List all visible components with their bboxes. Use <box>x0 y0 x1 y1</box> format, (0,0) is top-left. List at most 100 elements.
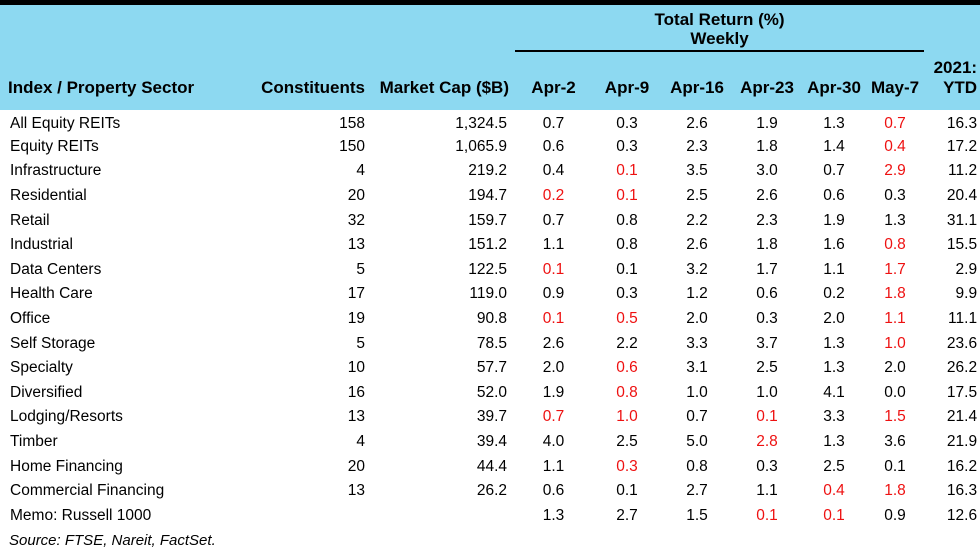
constituents-cell: 20 <box>347 457 365 475</box>
weekly-return-cell: 0.1 <box>542 260 565 278</box>
weekly-return-cell: 0.7 <box>686 408 708 426</box>
weekly-return-cell: 1.7 <box>884 260 906 278</box>
group-header-spacer-right <box>924 5 980 51</box>
weekly-return-cell: 2.0 <box>542 359 565 377</box>
market-cap-cell: 44.4 <box>476 457 507 475</box>
ytd-cell: 31.1 <box>946 211 978 229</box>
constituents-cell: 13 <box>347 236 365 254</box>
sector-cell: Retail <box>10 211 50 229</box>
weekly-return-cell: 3.0 <box>756 162 778 180</box>
sector-cell: Data Centers <box>10 260 102 278</box>
weekly-return-cell: 0.1 <box>616 260 638 278</box>
weekly-return-cell: 3.5 <box>686 162 708 180</box>
weekly-return-cell: 0.3 <box>884 187 906 205</box>
week-column-header-may7: May-7 <box>866 51 925 110</box>
weekly-return-cell: 2.2 <box>686 211 708 229</box>
sector-cell: Commercial Financing <box>10 482 165 500</box>
constituents-cell: 16 <box>347 383 365 401</box>
table-row: Specialty 10 57.7 2.0 0.6 3.1 2.5 1.3 2.… <box>0 356 980 381</box>
sector-cell: Lodging/Resorts <box>10 408 123 426</box>
table-row: Self Storage 5 78.5 2.6 2.2 3.3 3.7 1.3 … <box>0 331 980 356</box>
sector-cell: Equity REITs <box>10 137 99 155</box>
weekly-return-cell: 0.2 <box>823 285 845 303</box>
weekly-return-cell: 1.9 <box>823 211 845 229</box>
constituents-cell: 20 <box>347 187 365 205</box>
weekly-return-cell: 4.0 <box>542 433 565 451</box>
weekly-return-cell: 1.0 <box>884 334 906 352</box>
ytd-cell: 21.4 <box>946 408 978 426</box>
group-title-line2: Weekly <box>690 29 749 48</box>
weekly-return-cell: 3.6 <box>884 433 906 451</box>
weekly-return-cell: 1.1 <box>542 457 565 475</box>
weekly-return-cell: 4.1 <box>823 383 845 401</box>
weekly-return-cell: 1.9 <box>756 114 778 132</box>
weekly-return-cell: 1.3 <box>823 433 845 451</box>
weekly-return-cell: 0.4 <box>823 482 845 500</box>
weekly-return-cell: 2.0 <box>884 359 906 377</box>
weekly-return-cell: 1.8 <box>884 285 906 303</box>
constituents-cell: 13 <box>347 408 365 426</box>
weekly-return-cell: 1.4 <box>823 137 845 155</box>
table-body: All Equity REITs 158 1,324.5 0.7 0.3 2.6… <box>0 110 980 528</box>
constituents-cell: 5 <box>356 334 365 352</box>
week-column-header-apr9: Apr-9 <box>592 51 662 110</box>
weekly-return-cell: 0.3 <box>616 137 638 155</box>
sector-cell: Office <box>10 310 51 328</box>
weekly-return-cell: 0.5 <box>616 310 638 328</box>
ytd-cell: 17.5 <box>946 383 978 401</box>
table-row: Home Financing 20 44.4 1.1 0.3 0.8 0.3 2… <box>0 454 980 479</box>
sector-cell: Self Storage <box>10 334 96 352</box>
ytd-cell: 15.5 <box>946 236 978 254</box>
weekly-return-cell: 1.5 <box>884 408 906 426</box>
ytd-cell: 20.4 <box>946 187 978 205</box>
top-border-bar <box>0 0 980 5</box>
table-row: Retail 32 159.7 0.7 0.8 2.2 2.3 1.9 1.3 … <box>0 208 980 233</box>
table-row: Industrial 13 151.2 1.1 0.8 2.6 1.8 1.6 … <box>0 233 980 258</box>
sector-cell: Specialty <box>10 359 73 377</box>
sector-column-header: Index / Property Sector <box>0 51 245 110</box>
market-cap-cell: 1,065.9 <box>455 137 507 155</box>
market-cap-cell: 219.2 <box>468 162 507 180</box>
market-cap-cell: 57.7 <box>476 359 507 377</box>
weekly-return-cell: 0.0 <box>884 383 906 401</box>
market-cap-cell: 52.0 <box>476 383 507 401</box>
constituents-cell: 5 <box>356 260 365 278</box>
weekly-return-cell: 5.0 <box>686 433 708 451</box>
weekly-return-cell: 0.1 <box>616 482 638 500</box>
market-cap-column-header: Market Cap ($B) <box>370 51 515 110</box>
week-column-header-apr16: Apr-16 <box>662 51 732 110</box>
weekly-return-cell: 2.5 <box>616 433 638 451</box>
sector-cell: Residential <box>10 187 87 205</box>
market-cap-cell: 122.5 <box>468 260 507 278</box>
weekly-return-cell: 2.5 <box>756 359 778 377</box>
total-return-group-header: Total Return (%) Weekly <box>515 5 925 52</box>
weekly-return-cell: 0.1 <box>756 506 778 524</box>
weekly-return-cell: 1.2 <box>686 285 708 303</box>
constituents-column-header: Constituents <box>245 51 370 110</box>
market-cap-cell: 119.0 <box>469 285 507 303</box>
weekly-return-cell: 2.2 <box>616 334 638 352</box>
weekly-return-cell: 0.7 <box>542 408 565 426</box>
weekly-return-cell: 0.6 <box>542 482 565 500</box>
weekly-return-cell: 1.6 <box>823 236 845 254</box>
weekly-return-cell: 0.4 <box>542 162 565 180</box>
weekly-return-cell: 0.3 <box>616 285 638 303</box>
table-row: Commercial Financing 13 26.2 0.6 0.1 2.7… <box>0 479 980 504</box>
ytd-cell: 26.2 <box>946 359 978 377</box>
table-row: Data Centers 5 122.5 0.1 0.1 3.2 1.7 1.1… <box>0 258 980 283</box>
weekly-return-cell: 2.6 <box>756 187 778 205</box>
reit-returns-table: Total Return (%) Weekly Index / Property… <box>0 5 980 528</box>
week-column-header-apr2: Apr-2 <box>515 51 592 110</box>
weekly-return-cell: 0.7 <box>542 211 565 229</box>
weekly-return-cell: 0.8 <box>616 211 638 229</box>
market-cap-cell <box>370 504 515 529</box>
weekly-return-cell: 2.6 <box>686 114 708 132</box>
ytd-cell: 9.9 <box>955 285 978 303</box>
table-row: Diversified 16 52.0 1.9 0.8 1.0 1.0 4.1 … <box>0 381 980 406</box>
weekly-return-cell: 0.2 <box>542 187 565 205</box>
table-row: All Equity REITs 158 1,324.5 0.7 0.3 2.6… <box>0 110 980 135</box>
weekly-return-cell: 1.9 <box>542 383 565 401</box>
weekly-return-cell: 1.3 <box>884 211 906 229</box>
weekly-return-cell: 0.6 <box>756 285 778 303</box>
weekly-return-cell: 0.1 <box>823 506 845 524</box>
